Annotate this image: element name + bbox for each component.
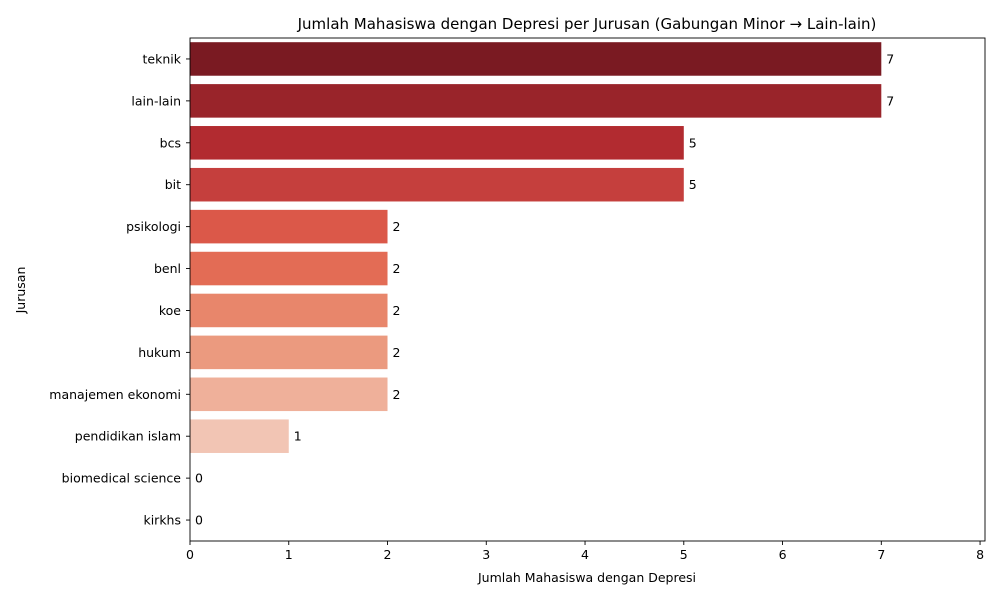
x-tick-label: 7 — [877, 547, 885, 562]
value-label-psikologi: 2 — [393, 219, 401, 234]
bar-lain-lain — [190, 84, 882, 118]
plot-frame — [189, 37, 986, 542]
x-tick-label: 8 — [976, 547, 984, 562]
value-labels-group: 7 7 5 5 2 2 2 2 2 1 0 0 — [195, 51, 894, 527]
x-tick-label: 1 — [285, 547, 293, 562]
bar-teknik — [190, 42, 882, 76]
value-label-hukum: 2 — [393, 345, 401, 360]
y-tick-label: teknik — [143, 51, 182, 66]
x-tick-label: 3 — [482, 547, 490, 562]
value-label-pendidikan-islam: 1 — [294, 429, 302, 444]
y-tick-label: koe — [159, 303, 181, 318]
bar-bit — [190, 167, 684, 202]
bar-pendidikan-islam — [190, 419, 289, 453]
y-tick-label: manajemen ekonomi — [49, 387, 181, 402]
value-label-manajemen-ekonomi: 2 — [393, 387, 401, 402]
y-tick-label: pendidikan islam — [75, 429, 181, 444]
value-label-lain-lain: 7 — [886, 93, 894, 108]
y-tick-label: biomedical science — [62, 471, 182, 486]
value-label-koe: 2 — [393, 303, 401, 318]
y-tick-label: lain-lain — [131, 93, 181, 108]
value-label-biomedical-science: 0 — [195, 471, 203, 486]
bar-koe — [190, 293, 388, 328]
y-tick-label: benl — [154, 261, 181, 276]
bars-group — [190, 42, 882, 453]
x-axis-ticks: 0 1 2 3 4 5 6 7 8 — [186, 541, 984, 562]
y-tick-label: bcs — [160, 135, 181, 150]
x-tick-label: 2 — [384, 547, 392, 562]
chart-title: Jumlah Mahasiswa dengan Depresi per Juru… — [297, 15, 877, 33]
y-tick-label: hukum — [138, 345, 181, 360]
bar-hukum — [190, 335, 388, 370]
value-label-bit: 5 — [689, 177, 697, 192]
x-tick-label: 0 — [186, 547, 194, 562]
bar-manajemen-ekonomi — [190, 377, 388, 412]
x-tick-label: 6 — [779, 547, 787, 562]
y-axis-label: Jurusan — [13, 267, 28, 315]
y-axis-ticks: teknik lain-lain bcs bit psikologi benl koe huk… — [49, 51, 190, 528]
bar-psikologi — [190, 209, 388, 244]
value-label-teknik: 7 — [886, 51, 894, 66]
x-tick-label: 5 — [680, 547, 688, 562]
x-axis-label: Jumlah Mahasiswa dengan Depresi — [477, 570, 696, 585]
x-tick-label: 4 — [581, 547, 589, 562]
axes-frame — [189, 37, 986, 542]
value-label-kirkhs: 0 — [195, 513, 203, 528]
y-tick-label: kirkhs — [143, 513, 181, 528]
bar-benl — [190, 251, 388, 286]
y-tick-label: bit — [165, 177, 181, 192]
y-tick-label: psikologi — [126, 219, 181, 234]
value-label-benl: 2 — [393, 261, 401, 276]
bar-bcs — [190, 126, 684, 160]
value-label-bcs: 5 — [689, 135, 697, 150]
